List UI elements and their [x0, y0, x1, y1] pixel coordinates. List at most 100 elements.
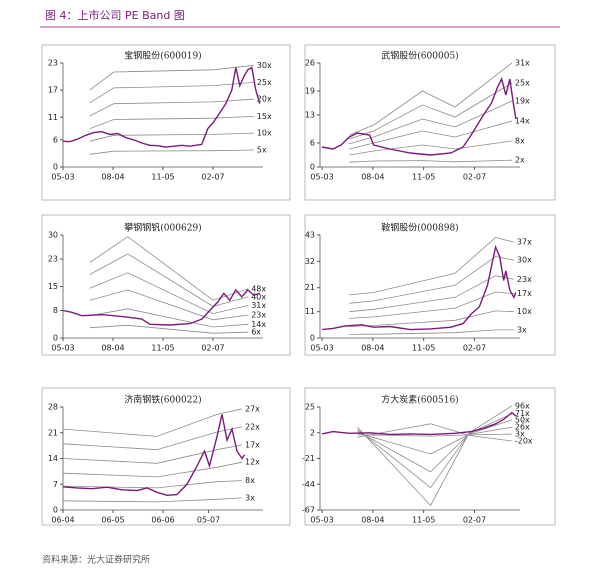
band-label: 71x — [515, 409, 530, 418]
band-label: 17x — [245, 440, 260, 449]
band-line — [89, 272, 249, 315]
x-tick-label: 08-04 — [361, 173, 384, 182]
band-line — [357, 413, 513, 489]
band-line — [349, 310, 514, 327]
price-line — [62, 288, 260, 326]
x-tick-label: 05-03 — [51, 173, 74, 182]
y-tick-label: 23 — [48, 59, 58, 68]
chart-title: 济南钢铁(600022) — [124, 394, 201, 406]
price-line — [321, 244, 517, 331]
band-line — [349, 236, 515, 296]
y-tick-label: -44 — [302, 480, 315, 489]
y-tick-label: 14 — [48, 454, 58, 463]
x-tick-label: 05-07 — [197, 516, 220, 525]
x-tick-label: 08-04 — [361, 516, 384, 525]
y-tick-label: 0 — [53, 163, 58, 172]
band-label: 48x — [251, 284, 266, 293]
band-line — [89, 289, 249, 321]
chart-title: 鞍钢股份(000898) — [381, 222, 458, 234]
y-tick-label: 7 — [53, 480, 58, 489]
x-tick-label: 02-07 — [463, 173, 486, 182]
panel-frame — [304, 214, 556, 356]
band-line — [357, 426, 512, 455]
band-line — [89, 116, 254, 129]
chart-title: 武钢股份(600005) — [381, 50, 458, 62]
band-label: 40x — [251, 292, 266, 301]
x-tick-label: 06-06 — [151, 516, 174, 525]
band-label: 3x — [517, 325, 527, 334]
band-label: 30x — [517, 256, 532, 265]
y-tick-label: -21 — [302, 454, 315, 463]
band-label: 27x — [245, 404, 260, 413]
x-tick-label: 05-03 — [310, 516, 333, 525]
y-tick-label: 17 — [48, 86, 58, 95]
band-label: 22x — [245, 422, 260, 431]
y-tick-label: 6 — [53, 135, 58, 144]
band-line — [89, 64, 254, 91]
y-tick-label: 0 — [53, 334, 58, 343]
y-tick-label: 15 — [48, 282, 58, 291]
source-note: 资料来源：光大证券研究所 — [42, 554, 150, 566]
band-label: 25x — [257, 78, 272, 87]
x-tick-label: 11-05 — [151, 173, 174, 182]
x-tick-label: 05-03 — [51, 344, 74, 353]
band-label: 6x — [251, 328, 261, 337]
panel-frame — [304, 387, 556, 526]
band-line — [62, 426, 243, 451]
band-line — [89, 98, 254, 117]
band-line — [349, 82, 513, 140]
band-label: 15x — [257, 112, 272, 121]
band-label: 8x — [515, 137, 525, 146]
y-tick-label: 43 — [305, 231, 315, 240]
band-label: 19x — [515, 97, 530, 106]
x-tick-label: 08-04 — [101, 344, 124, 353]
band-line — [349, 140, 512, 156]
y-tick-label: 2 — [310, 428, 315, 437]
y-tick-label: 25 — [305, 403, 315, 412]
band-label: 50x — [515, 415, 530, 424]
y-tick-label: 32 — [305, 257, 315, 266]
band-line — [349, 329, 514, 335]
x-tick-label: 08-04 — [101, 173, 124, 182]
x-tick-label: 02-07 — [463, 516, 486, 525]
band-label: 23x — [517, 275, 532, 284]
band-label: 12x — [245, 458, 260, 467]
panel-frame — [41, 214, 291, 356]
band-line — [62, 497, 243, 503]
chart-title: 宝钢股份(600019) — [124, 50, 201, 62]
x-tick-label: 06-04 — [51, 516, 74, 525]
band-label: 10x — [257, 129, 272, 138]
band-label: 26x — [515, 423, 530, 432]
band-line — [349, 275, 514, 313]
band-line — [349, 291, 514, 319]
band-line — [89, 132, 254, 142]
band-line — [357, 419, 513, 473]
y-tick-label: 0 — [310, 163, 315, 172]
x-tick-label: 02-07 — [201, 344, 224, 353]
band-line — [89, 308, 249, 328]
band-label: 3x — [245, 493, 255, 502]
band-label: 20x — [257, 95, 272, 104]
band-label: 25x — [515, 79, 530, 88]
y-tick-label: 0 — [310, 334, 315, 343]
band-line — [89, 149, 254, 155]
y-tick-label: 23 — [48, 255, 58, 264]
band-label: -20x — [515, 437, 533, 446]
price-line — [62, 66, 261, 148]
band-label: 2x — [515, 156, 525, 165]
band-line — [357, 433, 512, 437]
price-line — [62, 414, 246, 497]
band-line — [349, 62, 513, 136]
band-label: 8x — [245, 476, 255, 485]
x-tick-label: 11-05 — [151, 344, 174, 353]
x-tick-label: 08-04 — [361, 344, 384, 353]
x-tick-label: 05-03 — [310, 344, 333, 353]
y-tick-label: 30 — [48, 231, 58, 240]
panel-frame — [41, 44, 291, 201]
y-tick-label: 19 — [305, 87, 315, 96]
y-tick-label: 8 — [53, 306, 58, 315]
chart-title: 方大炭素(600516) — [381, 394, 458, 406]
band-line — [89, 236, 249, 301]
price-line — [321, 411, 517, 436]
x-tick-label: 11-05 — [412, 344, 435, 353]
